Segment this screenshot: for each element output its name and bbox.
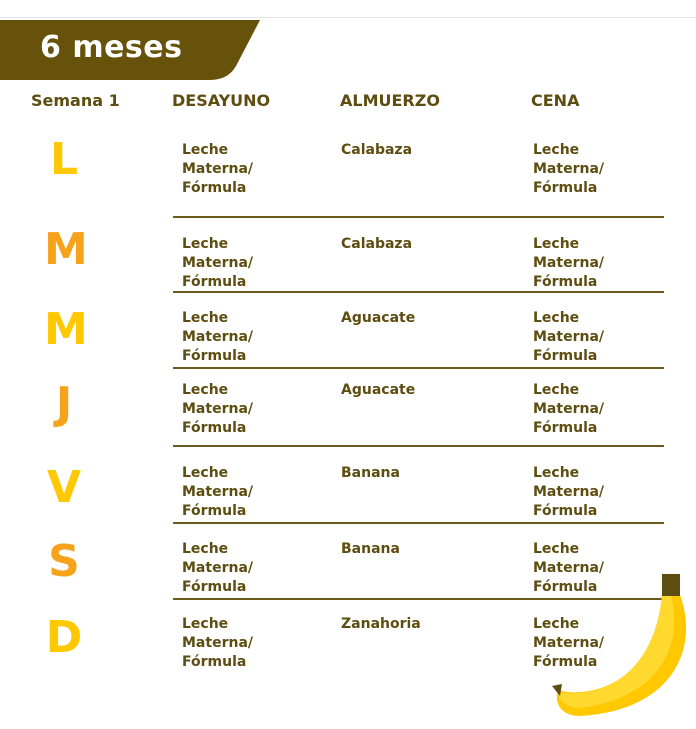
breakfast-header: DESAYUNO bbox=[172, 91, 271, 110]
lunch-cell: Zanahoria bbox=[341, 616, 421, 632]
lunch-cell: Banana bbox=[341, 465, 400, 481]
day-letter: V bbox=[46, 462, 82, 513]
divider bbox=[0, 17, 696, 18]
dinner-cell: Leche Materna/ Fórmula bbox=[533, 142, 604, 196]
day-letter: M bbox=[44, 304, 88, 355]
dinner-cell: Leche Materna/ Fórmula bbox=[533, 236, 604, 290]
breakfast-cell: Leche Materna/ Fórmula bbox=[182, 465, 253, 519]
row-divider bbox=[173, 598, 664, 600]
lunch-cell: Banana bbox=[341, 541, 400, 557]
lunch-cell: Calabaza bbox=[341, 236, 413, 252]
lunch-cell: Aguacate bbox=[341, 382, 416, 398]
row-divider bbox=[173, 291, 664, 293]
breakfast-cell: Leche Materna/ Fórmula bbox=[182, 382, 253, 436]
dinner-cell: Leche Materna/ Fórmula bbox=[533, 616, 604, 670]
banana-illustration bbox=[552, 574, 687, 716]
lunch-cell: Aguacate bbox=[341, 310, 416, 326]
dinner-header: CENA bbox=[531, 91, 580, 110]
breakfast-cell: Leche Materna/ Fórmula bbox=[182, 616, 253, 670]
row-divider bbox=[173, 367, 664, 369]
dinner-cell: Leche Materna/ Fórmula bbox=[533, 541, 604, 595]
lunch-header: ALMUERZO bbox=[340, 91, 440, 110]
row-divider bbox=[173, 445, 664, 447]
breakfast-cell: Leche Materna/ Fórmula bbox=[182, 310, 253, 364]
row-divider bbox=[173, 216, 664, 218]
dinner-cell: Leche Materna/ Fórmula bbox=[533, 465, 604, 519]
day-letter: J bbox=[55, 378, 73, 429]
page-title: 6 meses bbox=[40, 30, 183, 65]
row-divider bbox=[173, 522, 664, 524]
dinner-cell: Leche Materna/ Fórmula bbox=[533, 310, 604, 364]
dinner-cell: Leche Materna/ Fórmula bbox=[533, 382, 604, 436]
week-header: Semana 1 bbox=[31, 91, 120, 110]
day-letter: D bbox=[45, 612, 83, 663]
lunch-cell: Calabaza bbox=[341, 142, 413, 158]
breakfast-cell: Leche Materna/ Fórmula bbox=[182, 541, 253, 595]
day-letter: L bbox=[49, 134, 79, 185]
title-banner bbox=[0, 20, 260, 80]
breakfast-cell: Leche Materna/ Fórmula bbox=[182, 236, 253, 290]
breakfast-cell: Leche Materna/ Fórmula bbox=[182, 142, 253, 196]
day-letter: S bbox=[48, 536, 80, 587]
day-letter: M bbox=[44, 224, 88, 275]
